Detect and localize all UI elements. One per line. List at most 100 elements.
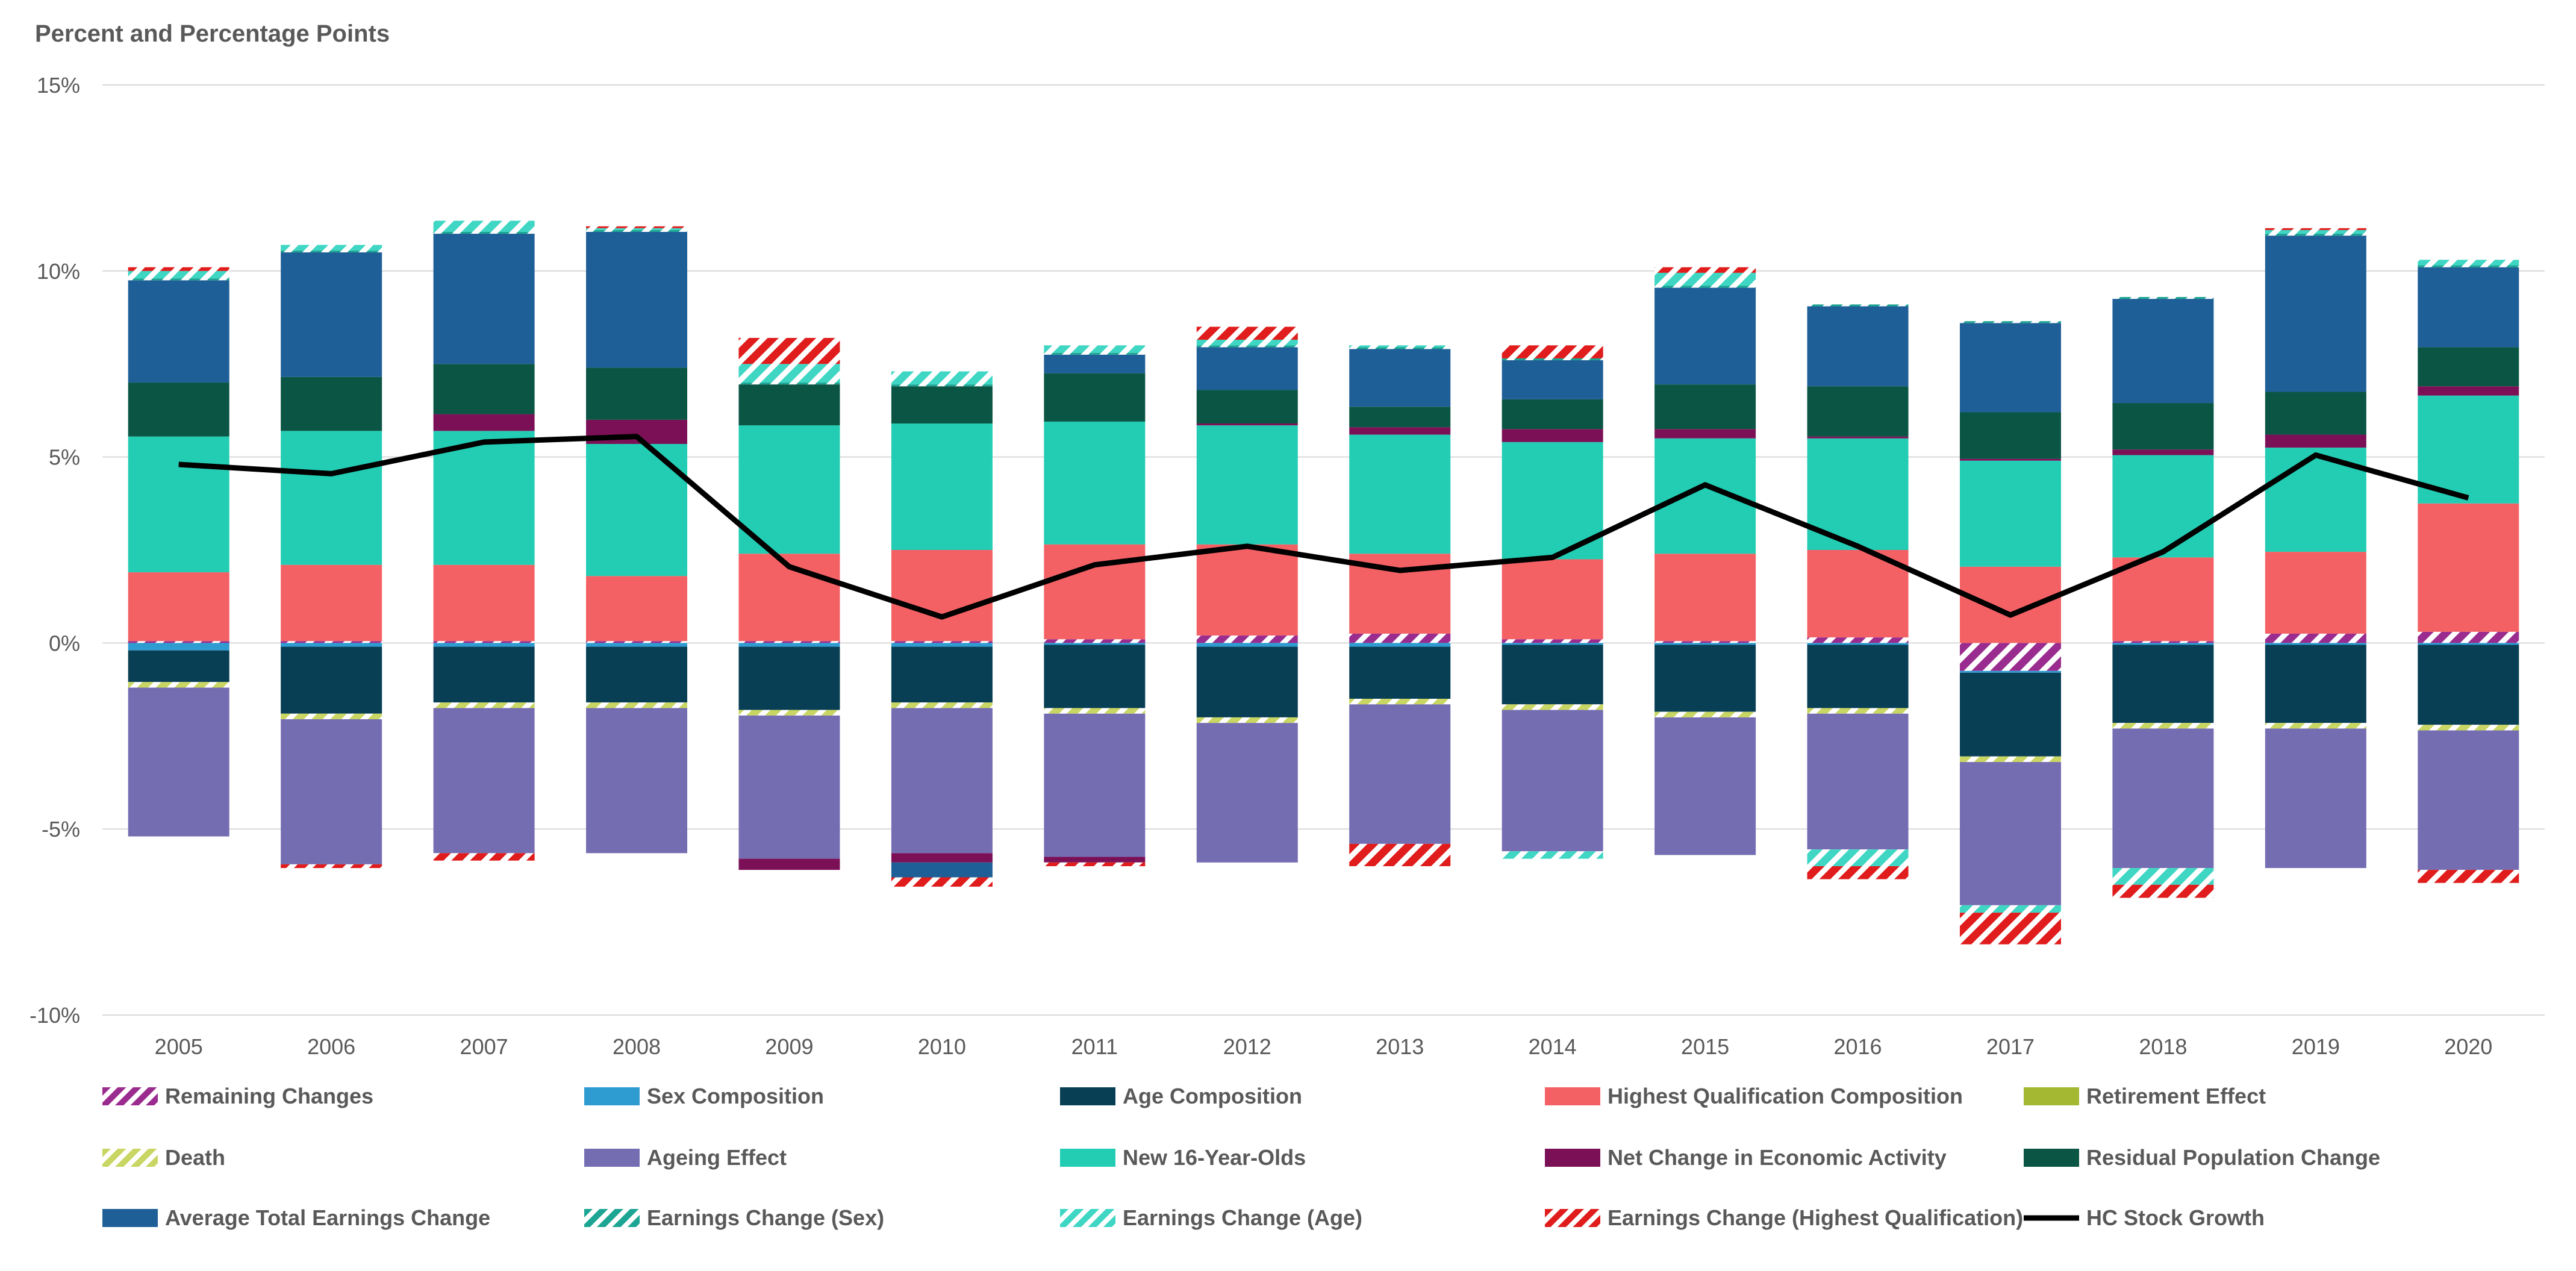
bar-segment-average-total-earnings-change xyxy=(1807,306,1909,387)
y-tick-label: 15% xyxy=(37,73,80,98)
legend-label: Sex Composition xyxy=(647,1084,825,1108)
bar-segment-death xyxy=(128,682,229,688)
bar-segment-age-composition xyxy=(1044,645,1146,708)
bar-segment-remaining-changes xyxy=(891,641,993,643)
bar-segment-sex-composition xyxy=(1349,643,1451,647)
bar-segment-earnings-change-highest-qualification xyxy=(1196,326,1298,340)
x-tick-label: 2011 xyxy=(1071,1034,1118,1059)
bar-segment-new-16-year-olds xyxy=(1196,425,1298,545)
x-tick-label: 2017 xyxy=(1986,1034,2035,1059)
legend-item-sex-composition: Sex Composition xyxy=(584,1081,824,1111)
bar-segment-new-16-year-olds xyxy=(433,431,535,565)
bar-segment-earnings-change-age xyxy=(1349,345,1451,348)
legend-item-average-total-earnings-change: Average Total Earnings Change xyxy=(102,1203,490,1233)
bar-segment-earnings-change-sex xyxy=(586,230,688,232)
x-tick-label: 2015 xyxy=(1681,1034,1729,1059)
bar-segment-highest-qualification-composition xyxy=(2112,557,2214,642)
bar-segment-remaining-changes xyxy=(433,641,535,643)
bar-segment-earnings-change-age xyxy=(1807,849,1909,866)
bar-segment-ageing-effect xyxy=(1807,713,1909,850)
legend-label: New 16-Year-Olds xyxy=(1123,1145,1306,1170)
bar-segment-ageing-effect xyxy=(2265,728,2366,869)
bar-segment-sex-composition xyxy=(2418,643,2519,645)
bar-segment-ageing-effect xyxy=(586,708,688,854)
legend-swatch xyxy=(1545,1087,1600,1105)
bar-segment-earnings-change-age xyxy=(2112,868,2214,885)
legend-item-highest-qualification-composition: Highest Qualification Composition xyxy=(1545,1081,1963,1111)
y-tick-label: 0% xyxy=(49,631,80,655)
bar-segment-age-composition xyxy=(1502,645,1603,705)
bar-segment-average-total-earnings-change xyxy=(1502,360,1603,399)
legend-item-net-change-in-economic-activity: Net Change in Economic Activity xyxy=(1545,1143,1947,1173)
chart-plot: 15%10%5%0%-5%-10% 2005 2006 2007 2008 2009 20… xyxy=(30,73,2545,1059)
bar-segment-net-change-in-economic-activity xyxy=(1196,423,1298,426)
y-axis-tick-labels: 15% 10% 5% 0% -5% -10% xyxy=(30,73,80,1028)
bar-segment-earnings-change-age xyxy=(1959,905,2061,913)
legend-swatch xyxy=(584,1149,640,1167)
x-tick-label: 2019 xyxy=(2292,1034,2340,1059)
bar-segment-earnings-change-highest-qualification xyxy=(281,864,382,869)
bar-segment-ageing-effect xyxy=(433,708,535,854)
bar-segment-age-composition xyxy=(2418,645,2519,725)
bar-segment-average-total-earnings-change xyxy=(2265,236,2366,392)
bar-segment-earnings-change-age xyxy=(128,270,229,279)
legend-item-ageing-effect: Ageing Effect xyxy=(584,1143,787,1173)
bar-segment-age-composition xyxy=(586,646,688,703)
bar-segment-sex-composition xyxy=(1959,670,2061,673)
bar-segment-sex-composition xyxy=(2112,643,2214,645)
legend-label: Earnings Change (Sex) xyxy=(647,1205,885,1230)
bar-segment-new-16-year-olds xyxy=(2418,395,2519,504)
x-tick-label: 2009 xyxy=(765,1034,813,1059)
bar-segment-earnings-change-age xyxy=(433,220,535,232)
bar-segment-highest-qualification-composition xyxy=(2265,552,2366,634)
bar-segment-average-total-earnings-change xyxy=(586,231,688,368)
bar-segment-average-total-earnings-change xyxy=(433,234,535,364)
bar-segment-average-total-earnings-change xyxy=(1196,347,1298,390)
bar-segment-sex-composition xyxy=(891,643,993,647)
x-tick-label: 2018 xyxy=(2139,1034,2187,1059)
bar-segment-highest-qualification-composition xyxy=(586,576,688,642)
bar-segment-residual-population-change xyxy=(1349,407,1451,428)
bar-segment-ageing-effect xyxy=(1196,723,1298,863)
bar-segment-earnings-change-sex xyxy=(1807,304,1909,307)
bar-segment-earnings-change-highest-qualification xyxy=(1044,862,1146,866)
bar-segment-new-16-year-olds xyxy=(281,431,382,565)
bar-segment-earnings-change-age xyxy=(1196,340,1298,346)
bar-segment-residual-population-change xyxy=(891,386,993,424)
bar-segment-earnings-change-age xyxy=(1502,851,1603,859)
legend-swatch xyxy=(102,1149,158,1167)
bar-segment-remaining-changes xyxy=(2112,641,2214,643)
bar-segment-highest-qualification-composition xyxy=(1807,550,1909,638)
legend-label: HC Stock Growth xyxy=(2086,1205,2265,1230)
stacked-bars xyxy=(128,220,2519,945)
bar-segment-average-total-earnings-change xyxy=(891,862,993,878)
bar-segment-death xyxy=(2265,723,2366,729)
legend-item-earnings-change-age: Earnings Change (Age) xyxy=(1060,1203,1362,1233)
chart-title: Percent and Percentage Points xyxy=(35,20,390,47)
bar-segment-residual-population-change xyxy=(433,364,535,414)
bar-segment-age-composition xyxy=(1654,645,1756,712)
bar-segment-residual-population-change xyxy=(1502,399,1603,429)
legend-label: Retirement Effect xyxy=(2086,1084,2266,1108)
legend-label: Earnings Change (Highest Qualification) xyxy=(1608,1205,2024,1230)
bar-segment-earnings-change-age xyxy=(1044,345,1146,353)
x-tick-label: 2007 xyxy=(460,1034,508,1059)
bar-segment-ageing-effect xyxy=(2418,730,2519,870)
bar-segment-age-composition xyxy=(1349,646,1451,699)
bar-segment-new-16-year-olds xyxy=(891,423,993,550)
bar-segment-residual-population-change xyxy=(1196,390,1298,424)
bar-segment-net-change-in-economic-activity xyxy=(2265,434,2366,448)
bar-segment-death xyxy=(1654,711,1756,717)
bar-segment-sex-composition xyxy=(281,643,382,647)
bar-segment-ageing-effect xyxy=(1349,704,1451,844)
legend-swatch xyxy=(1060,1209,1115,1227)
bar-segment-age-composition xyxy=(128,650,229,682)
bar-segment-earnings-change-highest-qualification xyxy=(128,267,229,271)
bar-segment-earnings-change-sex xyxy=(1349,347,1451,349)
bar-segment-net-change-in-economic-activity xyxy=(1349,427,1451,435)
bar-segment-sex-composition xyxy=(433,643,535,647)
legend-swatch xyxy=(102,1209,158,1227)
legend-swatch xyxy=(102,1087,158,1105)
bar-segment-ageing-effect xyxy=(2112,728,2214,869)
bar-segment-residual-population-change xyxy=(1044,373,1146,422)
